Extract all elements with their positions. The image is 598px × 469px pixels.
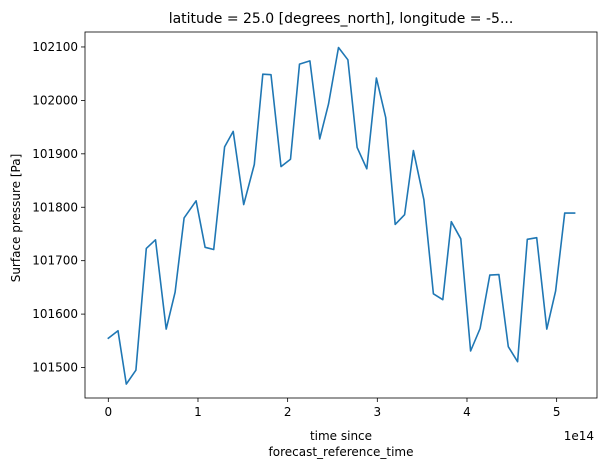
plot-frame [84,31,598,399]
y-axis-ticks: 101500 101600 101700 101800 101900 102000 1021… [32,40,85,375]
x-tick-label: 5 [553,405,561,419]
y-axis-label: Surface pressure [Pa] [9,154,23,283]
x-tick-label: 2 [284,405,292,419]
x-tick-label: 4 [463,405,471,419]
y-tick-label: 101800 [32,200,78,214]
y-tick-label: 101900 [32,147,78,161]
y-tick-label: 101700 [32,254,78,268]
y-tick-label: 102100 [32,40,78,54]
series-line [107,46,576,385]
x-tick-label: 0 [104,405,112,419]
x-axis-label-line-1: time since [310,429,372,443]
y-tick-label: 102000 [32,93,78,107]
x-axis-label-line-2: forecast_reference_time [269,445,414,459]
y-tick-label: 101500 [32,361,78,375]
chart-title: latitude = 25.0 [degrees_north], longitu… [169,11,514,27]
x-axis-offset-label: 1e14 [564,429,594,443]
x-tick-label: 1 [194,405,202,419]
x-tick-label: 3 [373,405,381,419]
plot-series [107,46,576,385]
y-tick-label: 101600 [32,307,78,321]
x-axis-ticks: 0 1 2 3 4 5 [104,398,560,419]
